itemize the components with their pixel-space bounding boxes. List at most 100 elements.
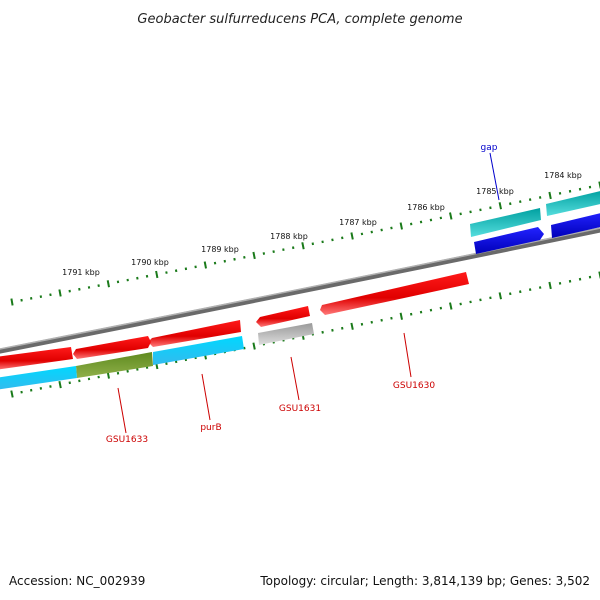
outer-ruler-minor-tick — [233, 257, 236, 261]
gene-gap-feature[interactable] — [474, 227, 544, 254]
inner-ruler-major-tick — [449, 302, 453, 310]
inner-ruler-minor-tick — [439, 306, 443, 310]
accession-text: Accession: NC_002939 — [9, 574, 145, 588]
inner-ruler-minor-tick — [380, 318, 383, 322]
inner-ruler-minor-tick — [68, 381, 71, 385]
ruler-label-1786: 1786 kbp — [407, 203, 445, 212]
gray-feature[interactable] — [258, 323, 314, 345]
gene-label-gsu1630[interactable]: GSU1630 — [393, 381, 435, 391]
inner-ruler-minor-tick — [568, 279, 572, 283]
outer-ruler-minor-tick — [459, 212, 462, 216]
outer-ruler-minor-tick — [78, 287, 81, 291]
gsu1630-leader-line — [403, 332, 412, 378]
gene-label-gap[interactable]: gap — [481, 143, 498, 153]
outer-ruler-minor-tick — [479, 208, 482, 212]
inner-ruler-major-tick — [548, 281, 552, 290]
outer-ruler-minor-tick — [97, 284, 100, 288]
gsu1631-leader-line — [290, 356, 300, 401]
outer-ruler-minor-tick — [469, 210, 472, 214]
outer-ruler-minor-tick — [341, 236, 344, 240]
inner-ruler-minor-tick — [578, 277, 582, 281]
inner-ruler-major-tick — [10, 390, 14, 398]
inner-ruler-major-tick — [252, 342, 256, 350]
inner-ruler-minor-tick — [126, 369, 129, 373]
left-cyan-feature[interactable] — [0, 366, 77, 390]
ruler-label-1791: 1791 kbp — [62, 268, 100, 277]
gene-gsu1633-feature[interactable] — [73, 336, 151, 359]
gene-gsu1631-feature[interactable] — [256, 306, 310, 327]
gene-left-red-feature[interactable] — [0, 347, 73, 370]
outer-ruler-minor-tick — [429, 218, 433, 222]
outer-ruler-minor-tick — [136, 276, 139, 280]
inner-ruler-minor-tick — [419, 310, 423, 314]
outer-ruler-major-tick — [350, 232, 354, 240]
gene-label-purb[interactable]: purB — [200, 423, 221, 433]
outer-ruler-minor-tick — [213, 261, 217, 265]
outer-ruler-minor-tick — [439, 216, 443, 220]
outer-ruler-major-tick — [203, 261, 207, 269]
outer-ruler-minor-tick — [331, 238, 334, 242]
outer-ruler-major-tick — [106, 280, 110, 288]
inner-ruler-minor-tick — [78, 379, 81, 383]
purb-leader-line — [201, 373, 211, 421]
outer-ruler-major-tick — [301, 242, 305, 250]
outer-ruler-minor-tick — [165, 271, 168, 274]
inner-ruler-minor-tick — [331, 328, 334, 332]
gap-teal-feature[interactable] — [470, 208, 541, 237]
inner-ruler-major-tick — [399, 312, 403, 320]
inner-ruler-minor-tick — [370, 320, 373, 324]
inner-ruler-major-tick — [498, 292, 502, 300]
outer-ruler-minor-tick — [49, 293, 52, 297]
outer-ruler-minor-tick — [243, 255, 246, 259]
inner-ruler-minor-tick — [528, 288, 532, 292]
gene-gsu1630-feature[interactable] — [320, 272, 469, 315]
inner-ruler-minor-tick — [321, 330, 324, 334]
outer-ruler-minor-tick — [509, 202, 512, 206]
gene-label-gsu1633[interactable]: GSU1633 — [106, 435, 148, 445]
outer-ruler-minor-tick — [578, 187, 582, 191]
outer-ruler-major-tick — [58, 289, 62, 297]
inner-ruler-major-tick — [350, 322, 354, 330]
gsu1633-olive-feature[interactable] — [76, 352, 153, 378]
inner-ruler-minor-tick — [39, 386, 43, 390]
outer-ruler-major-tick — [498, 202, 502, 210]
map-title: Geobacter sulfurreducens PCA, complete g… — [137, 12, 462, 27]
ruler-label-1789: 1789 kbp — [201, 245, 239, 254]
inner-ruler-minor-tick — [341, 326, 344, 330]
right-teal-feature[interactable] — [546, 190, 600, 216]
inner-ruler-minor-tick — [136, 367, 139, 371]
inner-ruler-minor-tick — [479, 298, 482, 302]
outer-ruler-minor-tick — [558, 191, 562, 195]
ruler-label-1784: 1784 kbp — [544, 171, 582, 180]
inner-ruler-minor-tick — [97, 375, 100, 379]
outer-ruler-minor-tick — [568, 189, 572, 193]
right-blue-feature[interactable] — [551, 212, 600, 238]
outer-ruler-major-tick — [252, 251, 256, 260]
inner-ruler-minor-tick — [459, 302, 462, 306]
inner-ruler-minor-tick — [509, 292, 512, 296]
outer-ruler-minor-tick — [419, 220, 423, 224]
outer-ruler-minor-tick — [390, 226, 393, 230]
inner-ruler-major-tick — [58, 381, 62, 389]
outer-ruler-minor-tick — [370, 230, 373, 234]
inner-ruler-minor-tick — [519, 290, 522, 294]
gene-label-gsu1631[interactable]: GSU1631 — [279, 404, 321, 414]
inner-ruler-minor-tick — [243, 346, 246, 350]
outer-ruler-minor-tick — [262, 252, 266, 255]
inner-ruler-minor-tick — [538, 286, 542, 289]
outer-ruler-major-tick — [449, 212, 453, 220]
gene-purb-feature[interactable] — [148, 320, 241, 347]
outer-ruler-minor-tick — [528, 198, 532, 202]
outer-ruler-minor-tick — [145, 274, 149, 278]
gap-leader-line — [489, 152, 500, 201]
gsu1633-leader-line — [117, 387, 127, 434]
ruler-label-1788: 1788 kbp — [270, 232, 308, 241]
inner-ruler-minor-tick — [558, 281, 562, 285]
purb-cyan-feature[interactable] — [153, 336, 244, 365]
ruler-label-1785: 1785 kbp — [476, 187, 514, 196]
ruler-label-1790: 1790 kbp — [131, 258, 169, 267]
outer-ruler-minor-tick — [538, 196, 542, 199]
inner-ruler-minor-tick — [390, 316, 393, 320]
genome-summary-text: Topology: circular; Length: 3,814,139 bp… — [259, 574, 590, 588]
